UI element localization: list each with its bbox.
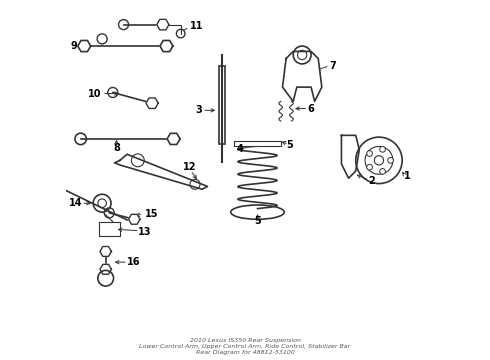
Polygon shape: [167, 133, 180, 144]
Polygon shape: [100, 247, 111, 256]
Text: 9: 9: [70, 41, 77, 51]
Text: 5: 5: [286, 140, 293, 150]
Text: 13: 13: [138, 227, 151, 237]
Text: 10: 10: [88, 89, 102, 99]
Circle shape: [374, 156, 384, 165]
Text: 2010 Lexus IS350 Rear Suspension
Lower Control Arm, Upper Control Arm, Ride Cont: 2010 Lexus IS350 Rear Suspension Lower C…: [139, 338, 351, 355]
Text: 3: 3: [195, 105, 202, 115]
Circle shape: [380, 168, 386, 174]
Text: 2: 2: [368, 176, 375, 186]
Polygon shape: [100, 264, 111, 274]
Text: 14: 14: [69, 198, 82, 208]
Text: 11: 11: [190, 21, 203, 31]
Polygon shape: [342, 135, 359, 178]
Text: 16: 16: [127, 257, 141, 267]
Polygon shape: [157, 19, 169, 30]
Text: 4: 4: [236, 144, 243, 154]
Text: 5: 5: [254, 216, 261, 226]
Polygon shape: [128, 214, 140, 224]
Polygon shape: [283, 51, 322, 102]
Polygon shape: [115, 154, 207, 189]
Text: 15: 15: [145, 209, 158, 219]
Polygon shape: [146, 98, 158, 108]
Bar: [219, 66, 225, 144]
Text: 8: 8: [113, 143, 120, 153]
Polygon shape: [160, 40, 173, 51]
Text: 7: 7: [329, 61, 336, 71]
Circle shape: [380, 147, 386, 152]
Circle shape: [388, 157, 393, 163]
Text: 6: 6: [308, 104, 314, 113]
Polygon shape: [234, 141, 281, 146]
Text: 12: 12: [183, 162, 196, 172]
Polygon shape: [78, 40, 91, 51]
Circle shape: [367, 151, 372, 156]
Text: 1: 1: [404, 171, 411, 181]
Circle shape: [367, 164, 372, 170]
